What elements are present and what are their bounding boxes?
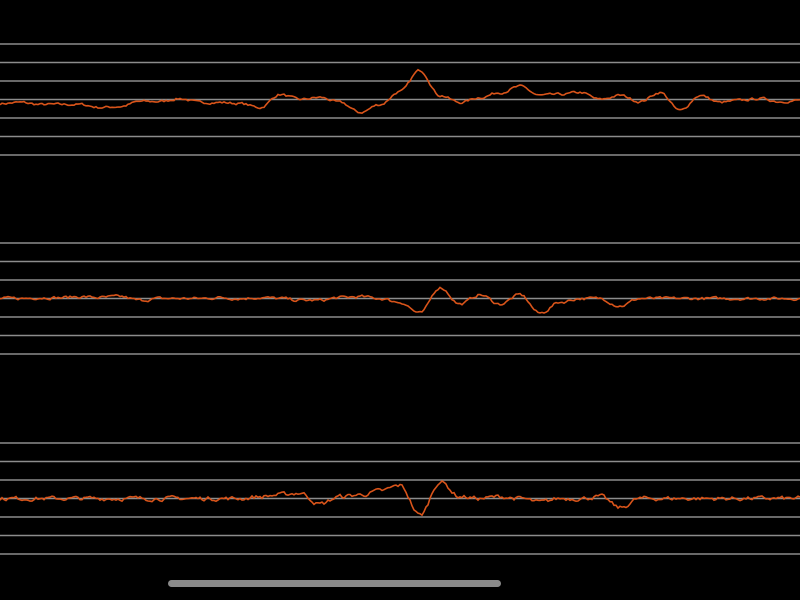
waveform-trace-2 — [0, 286, 800, 314]
waveform-trace-1 — [0, 68, 800, 115]
waveform-trace-3 — [0, 479, 800, 517]
horizontal-scrollbar[interactable] — [168, 580, 501, 587]
trace-panel-3 — [0, 442, 800, 555]
trace-panel-1 — [0, 43, 800, 156]
trace-panel-2 — [0, 242, 800, 355]
